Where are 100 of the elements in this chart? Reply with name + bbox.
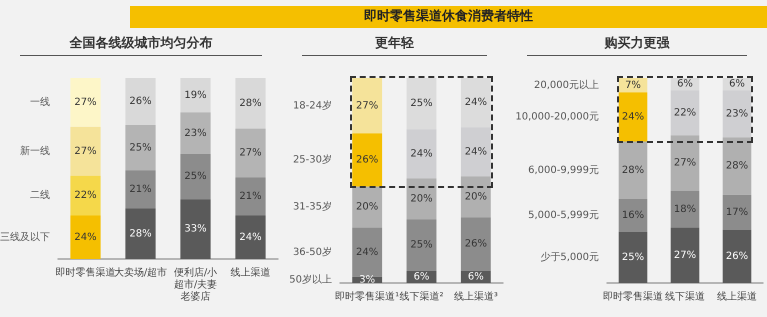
text: 新一线 <box>20 144 50 157</box>
bar <box>70 216 101 259</box>
bar <box>406 78 436 130</box>
text: 二线 <box>30 189 50 202</box>
bar <box>618 92 648 142</box>
data-label: 27% <box>356 100 378 112</box>
series-label: 6,000-9,999元 <box>528 164 599 176</box>
series-label: 20,000元以上 <box>534 78 599 91</box>
bar <box>125 125 156 170</box>
text: 一线 <box>30 96 50 108</box>
data-label: 25% <box>410 98 433 110</box>
data-label: 3% <box>359 274 376 286</box>
data-label: 27% <box>74 146 97 157</box>
data-label: 26% <box>464 238 487 250</box>
data-label: 21% <box>129 184 152 195</box>
x-tick-label: 线下渠道² <box>399 290 444 303</box>
data-label: 26% <box>129 96 152 108</box>
bar <box>722 194 752 230</box>
bar <box>352 186 382 228</box>
bar <box>722 137 752 195</box>
data-label: 20% <box>464 191 487 202</box>
bar <box>235 216 266 259</box>
data-label: 20% <box>410 194 433 205</box>
x-tick-label: 线上渠道 <box>230 266 270 279</box>
chart-title: 全国各线级城市均匀分布 <box>20 34 262 56</box>
data-label: 27% <box>674 250 696 261</box>
bar <box>180 199 211 259</box>
data-label: 19% <box>184 90 207 101</box>
series-label: 10,000-20,000元 <box>515 112 599 123</box>
data-label: 27% <box>74 97 97 108</box>
data-label: 24% <box>464 97 487 108</box>
data-label: 20% <box>356 202 378 213</box>
data-label: 24% <box>464 146 487 158</box>
bar <box>352 133 382 187</box>
text: 50岁以上 <box>289 274 332 286</box>
bar <box>406 129 436 178</box>
bar <box>670 135 700 191</box>
bar <box>70 126 101 176</box>
text: 36-50岁 <box>292 246 332 258</box>
x-tick-label: 线上渠道³ <box>454 290 498 303</box>
data-label: 27% <box>674 158 696 169</box>
data-label: 22% <box>74 190 97 202</box>
chart-title: 更年轻 <box>302 34 487 56</box>
text: 即时零售渠道休食消费者特性 <box>130 6 767 28</box>
series-label: 少于5,000元 <box>540 250 599 263</box>
data-label: 23% <box>726 108 748 120</box>
x-tick-label: 即时零售渠道 <box>56 266 116 279</box>
text: 18-24岁 <box>292 99 332 112</box>
data-label: 18% <box>674 204 696 215</box>
x-tick-label: 线上渠道 <box>717 290 757 303</box>
bar <box>180 154 211 200</box>
bar <box>352 228 382 277</box>
data-label: 23% <box>184 128 207 139</box>
x-tick-label: 即时零售渠道 <box>603 290 663 303</box>
data-label: 24% <box>410 148 433 160</box>
bar <box>618 232 648 283</box>
data-label: 24% <box>622 112 644 123</box>
data-label: 21% <box>239 191 262 202</box>
bar <box>235 78 266 129</box>
data-label: 28% <box>726 160 748 172</box>
bar <box>125 208 156 259</box>
chart-title: 购买力更强 <box>527 34 747 56</box>
data-label: 6% <box>468 271 484 282</box>
data-label: 6% <box>729 78 745 90</box>
bar <box>70 78 101 127</box>
x-tick-label: 大卖场/超市 <box>114 266 168 279</box>
bar <box>352 78 382 134</box>
data-label: 33% <box>184 224 207 235</box>
bar <box>406 219 436 271</box>
bar <box>722 230 752 283</box>
text: 31-35岁 <box>292 200 332 213</box>
x-tick-label: 即时零售渠道¹ <box>335 290 400 303</box>
bar <box>125 78 156 126</box>
bar <box>235 128 266 178</box>
x-tick-label: 线下渠道 <box>665 290 705 303</box>
data-label: 25% <box>622 252 644 263</box>
data-label: 28% <box>622 164 644 176</box>
data-label: 25% <box>184 171 207 182</box>
data-label: 28% <box>129 228 152 240</box>
data-label: 6% <box>414 271 430 282</box>
data-label: 6% <box>677 78 693 90</box>
bar <box>460 127 491 176</box>
bar <box>235 178 266 216</box>
bar <box>670 90 700 136</box>
data-label: 26% <box>726 250 748 262</box>
bar <box>70 176 101 216</box>
bar <box>722 90 752 138</box>
data-label: 17% <box>726 206 748 218</box>
bar <box>125 170 156 208</box>
bar <box>406 178 436 220</box>
data-label: 25% <box>410 240 433 251</box>
bar <box>618 198 648 232</box>
text: 三线及以下 <box>0 230 50 243</box>
data-label: 24% <box>74 232 97 243</box>
x-tick-label: 便利店/小超市/夫妻老婆店 <box>174 266 218 303</box>
bar <box>670 190 700 228</box>
data-label: 24% <box>356 246 378 258</box>
data-label: 24% <box>239 232 262 243</box>
data-label: 16% <box>622 210 644 221</box>
data-label: 25% <box>129 142 152 154</box>
